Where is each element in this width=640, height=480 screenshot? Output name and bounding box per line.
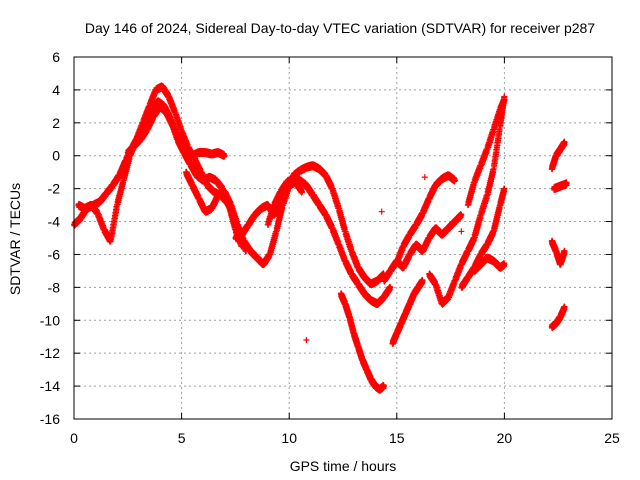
x-tick-label: 10 xyxy=(281,430,297,446)
x-tick-label: 15 xyxy=(389,430,405,446)
y-tick-label: -10 xyxy=(40,312,60,328)
x-tick-label: 5 xyxy=(178,430,186,446)
x-tick-label: 25 xyxy=(604,430,620,446)
series-s8 xyxy=(380,211,465,285)
y-tick-label: -14 xyxy=(40,378,60,394)
y-tick-label: -4 xyxy=(48,214,61,230)
y-tick-label: 2 xyxy=(52,115,60,131)
y-tick-label: 6 xyxy=(52,49,60,65)
y-tick-label: -16 xyxy=(40,411,60,427)
data-points xyxy=(71,82,570,394)
y-tick-label: -12 xyxy=(40,345,60,361)
series-s1 xyxy=(71,97,245,250)
y-tick-label: -6 xyxy=(48,246,61,262)
y-tick-label: -2 xyxy=(48,181,61,197)
chart-title: Day 146 of 2024, Sidereal Day-to-day VTE… xyxy=(85,20,595,36)
x-tick-label: 0 xyxy=(70,430,78,446)
x-axis: 0 5 10 15 20 25 xyxy=(70,57,620,446)
x-tick-label: 20 xyxy=(497,430,513,446)
y-axis: -16 -14 -12 -10 -8 -6 -4 -2 0 2 4 6 xyxy=(40,49,612,427)
y-tick-label: 0 xyxy=(52,148,60,164)
series-s5 xyxy=(232,161,387,289)
y-tick-label: 4 xyxy=(52,82,60,98)
y-tick-label: -8 xyxy=(48,279,61,295)
